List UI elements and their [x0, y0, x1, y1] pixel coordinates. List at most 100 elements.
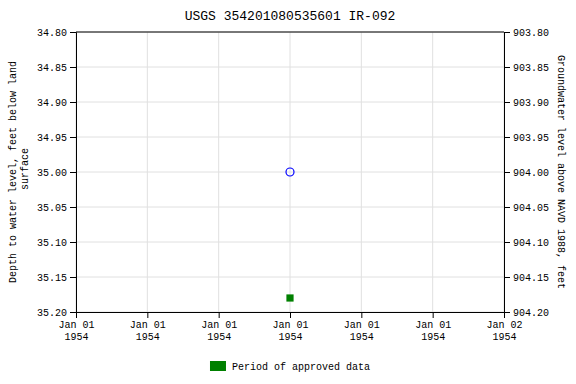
y2-tick: 903.90 [504, 98, 549, 109]
tick-mark [70, 67, 76, 68]
y2-axis: 904.20 904.15 904.10 904.05 904.00 903.95 903.… [504, 28, 549, 319]
tick-mark [147, 312, 148, 318]
y-tick: 34.90 [37, 98, 76, 109]
y2-tick-label: 903.90 [513, 98, 549, 109]
tick-mark [504, 242, 510, 243]
marks [286, 168, 294, 301]
y2-tick: 903.95 [504, 133, 549, 144]
y2-tick: 904.15 [504, 273, 549, 284]
text-line: 1954 [350, 332, 374, 343]
grid-line-x [290, 32, 291, 312]
axis-line [77, 313, 505, 319]
x-tick-label: Jan 011954 [415, 320, 451, 343]
text-line: Jan 01 [58, 320, 94, 331]
tick-mark [504, 102, 510, 103]
y-tick-label: 35.10 [37, 238, 67, 249]
y-tick: 35.05 [37, 203, 76, 214]
y-tick-label: 34.85 [37, 63, 67, 74]
point [287, 295, 293, 301]
tick-mark [504, 67, 510, 68]
text-line: Jan 01 [272, 320, 308, 331]
y2-tick-label: 904.00 [513, 168, 549, 179]
legend-item: Period of approved data [210, 361, 370, 373]
x-tick-label: Jan 011954 [344, 320, 380, 343]
y-tick: 35.20 [37, 308, 76, 319]
y2-tick: 903.80 [504, 28, 549, 39]
y-tick-label: 34.90 [37, 98, 67, 109]
y-tick: 35.15 [37, 273, 76, 284]
x-tick: Jan 011954 [201, 312, 237, 343]
y-tick-label: 35.00 [37, 168, 67, 179]
x-tick: Jan 011954 [344, 312, 380, 343]
text-line: 1954 [278, 332, 302, 343]
tick-mark [219, 312, 220, 318]
tick-mark [504, 312, 510, 313]
y2-tick-label: 904.05 [513, 203, 549, 214]
chart: Jan 011954Jan 011954Jan 011954Jan 011954… [0, 0, 576, 384]
x-tick-label: Jan 011954 [58, 320, 94, 343]
grid-line-y [76, 32, 504, 33]
y2-tick-label: 904.20 [513, 308, 549, 319]
legend-label: Period of approved data [232, 362, 370, 373]
tick-mark [361, 312, 362, 318]
x-tick: Jan 011954 [130, 312, 166, 343]
grid [76, 32, 504, 312]
y2-tick-label: 903.80 [513, 28, 549, 39]
legend: Period of approved data [210, 361, 370, 373]
frame-line [76, 32, 504, 33]
text-line: Depth to water level, feet below land [8, 61, 19, 283]
y-axis: 34.8034.8534.9034.9535.0035.0535.1035.15… [37, 28, 77, 319]
title: USGS 354201080535601 IR-092 [185, 9, 396, 24]
x-tick: Jan 011954 [415, 312, 451, 343]
y-tick: 35.10 [37, 238, 76, 249]
y-tick: 35.00 [37, 168, 76, 179]
text-line: Jan 01 [344, 320, 380, 331]
text-line: Jan 01 [130, 320, 166, 331]
text-line: Jan 02 [486, 320, 522, 331]
text-line: 1954 [421, 332, 445, 343]
tick-mark [70, 207, 76, 208]
tick-mark [504, 207, 510, 208]
grid-line-x [361, 32, 362, 312]
x-tick-label: Jan 011954 [130, 320, 166, 343]
y2-tick: 903.85 [504, 63, 549, 74]
x-tick-label: Jan 011954 [272, 320, 308, 343]
grid-line-x [432, 32, 433, 312]
axis-line [70, 33, 77, 313]
y-tick-label: 35.05 [37, 203, 67, 214]
text-line: 1954 [136, 332, 160, 343]
tick-mark [70, 242, 76, 243]
tick-mark [70, 137, 76, 138]
y2-tick-label: 904.10 [513, 238, 549, 249]
grid-line-x [147, 32, 148, 312]
x-axis: Jan 011954Jan 011954Jan 011954Jan 011954… [58, 312, 522, 343]
series [287, 295, 293, 301]
tick-mark [70, 312, 76, 313]
y2-tick: 904.10 [504, 238, 549, 249]
y2-tick: 904.20 [504, 308, 549, 319]
x-tick-label: Jan 011954 [201, 320, 237, 343]
text-line: surface [20, 148, 31, 196]
tick-mark [504, 277, 510, 278]
tick-mark [504, 137, 510, 138]
plot: Jan 011954Jan 011954Jan 011954Jan 011954… [8, 28, 566, 343]
point [286, 168, 294, 176]
tick-mark [70, 102, 76, 103]
y-tick-label: 34.80 [37, 28, 67, 39]
axis-line [505, 33, 511, 313]
text-line: Jan 01 [415, 320, 451, 331]
y2-tick-label: 903.85 [513, 63, 549, 74]
tick-mark [504, 172, 510, 173]
tick-mark [433, 312, 434, 318]
grid-line-x [218, 32, 219, 312]
text-line: 1954 [207, 332, 231, 343]
y2-tick: 904.05 [504, 203, 549, 214]
text-line: Jan 01 [201, 320, 237, 331]
legend-swatch [210, 361, 226, 371]
series [286, 168, 294, 176]
y2-tick-label: 904.15 [513, 273, 549, 284]
y2-axis-title: Groundwater level above NAVD 1988, feet [555, 55, 566, 289]
tick-mark [70, 32, 76, 33]
y2-tick-label: 903.95 [513, 133, 549, 144]
y-axis-title: Depth to water level, feet below land su… [8, 61, 31, 283]
